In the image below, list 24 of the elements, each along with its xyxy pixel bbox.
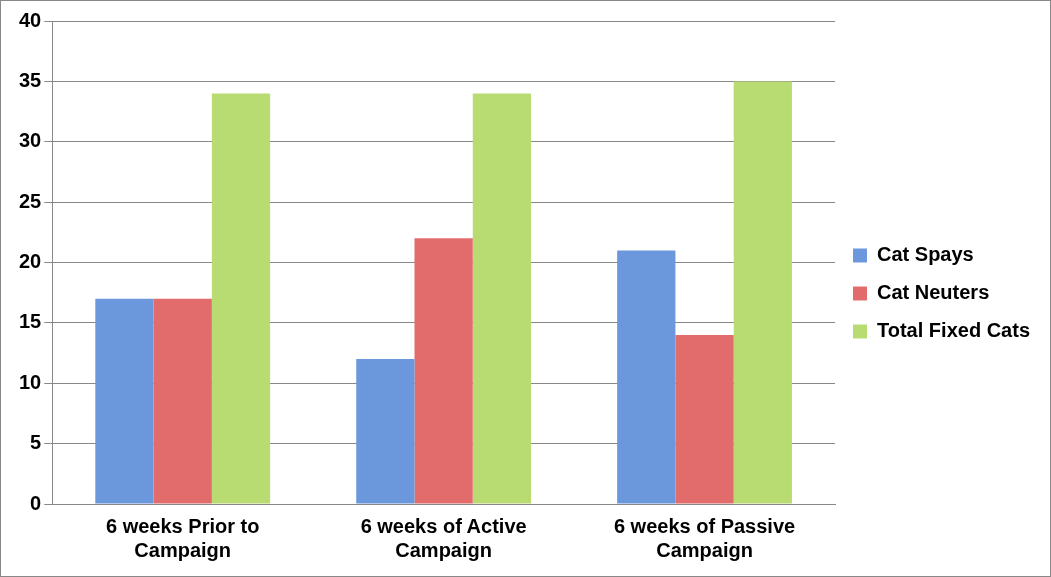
bar xyxy=(356,359,415,504)
y-tick-label: 15 xyxy=(19,310,42,333)
bar xyxy=(472,93,532,504)
legend-label: Cat Neuters xyxy=(877,281,990,304)
y-tick-label: 25 xyxy=(19,189,42,212)
y-tick-label: 20 xyxy=(19,250,42,273)
y-tick-label: 40 xyxy=(19,8,42,31)
y-tick-label: 0 xyxy=(30,491,42,514)
legend-label: Total Fixed Cats xyxy=(877,319,1031,342)
bar xyxy=(675,334,734,504)
bar xyxy=(153,298,212,504)
y-tick-label: 5 xyxy=(30,431,42,454)
bar xyxy=(211,93,271,504)
y-tick-label: 35 xyxy=(19,68,42,91)
bar xyxy=(617,250,676,504)
x-tick-label: 6 weeks Prior to Campaign xyxy=(106,514,260,561)
y-tick-label: 10 xyxy=(19,370,42,393)
legend-label: Cat Spays xyxy=(877,243,974,266)
bar xyxy=(95,298,154,504)
bar xyxy=(733,81,792,504)
x-tick-label: 6 weeks of Passive Campaign xyxy=(613,514,796,561)
x-tick-label: 6 weeks of Active Campaign xyxy=(360,514,527,561)
bar xyxy=(414,238,473,504)
y-tick-label: 30 xyxy=(19,129,42,152)
